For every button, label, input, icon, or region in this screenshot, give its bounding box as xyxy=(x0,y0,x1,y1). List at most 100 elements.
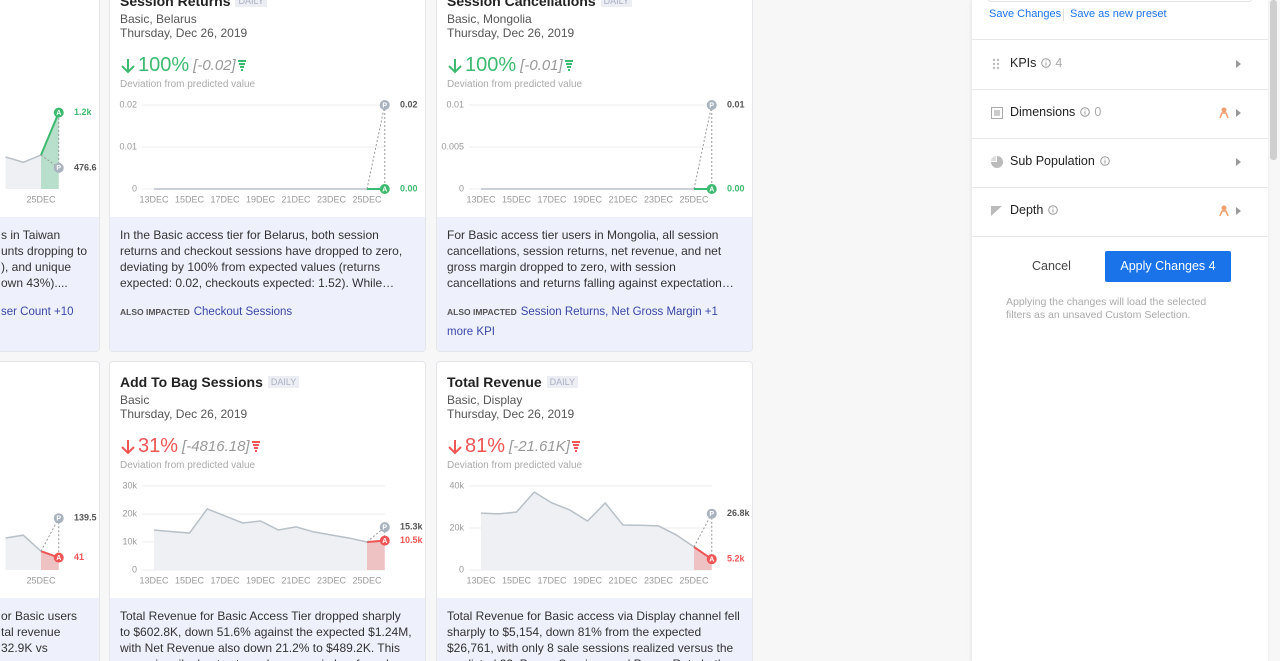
chart: 0 0.01 0.02 13DEC 15DEC 17DEC 19DEC 21DEC 23DEC 2… xyxy=(119,99,418,204)
chevron[interactable] xyxy=(1236,207,1242,215)
chevron[interactable] xyxy=(1236,158,1242,166)
x-tick-label: 23DEC xyxy=(644,575,674,585)
delta: [-0.02] xyxy=(193,57,236,74)
summary-line: 32.9K vs xyxy=(1,641,48,655)
summary-background xyxy=(437,598,752,661)
x-tick-label: 23DEC xyxy=(317,575,347,585)
x-tick-label: 15DEC xyxy=(502,575,532,585)
down-arrow xyxy=(448,58,462,73)
icon xyxy=(564,59,573,71)
summary-line: $26,761, with only 8 sale sessions reali… xyxy=(447,641,734,655)
predicted-marker: P xyxy=(382,525,387,532)
save-preset-link[interactable]: Save as new preset xyxy=(1070,8,1167,20)
actual-label: 10.5k xyxy=(400,535,424,545)
date: Thursday, Dec 26, 2019 xyxy=(120,407,248,421)
summary-line: For Basic access tier users in Mongolia,… xyxy=(447,228,719,242)
chevron[interactable] xyxy=(1236,109,1242,117)
row-title: Dimensions xyxy=(1010,105,1076,119)
row-label: Depth xyxy=(1010,203,1059,217)
filter-row[interactable]: KPIs 4 xyxy=(972,40,1268,90)
y-tick-label: 0 xyxy=(459,183,464,193)
history-line xyxy=(5,534,42,552)
summary-line: s in Taiwan xyxy=(1,228,61,242)
down-arrow xyxy=(121,439,135,454)
area xyxy=(5,535,59,570)
summary-line: predicted 23. Promo Sessions and Promo R… xyxy=(447,656,725,661)
predicted-point xyxy=(706,508,717,519)
segment: Basic, Belarus xyxy=(120,12,197,26)
arrow xyxy=(448,439,462,454)
y-tick-label: 20k xyxy=(122,508,137,518)
card-header: Add To Bag Sessions DAILY xyxy=(120,374,300,390)
predicted-point xyxy=(379,100,390,110)
row-count: 4 xyxy=(1055,56,1063,70)
info-icon[interactable] xyxy=(1048,205,1059,215)
actual-point xyxy=(53,552,64,563)
actual-marker: A xyxy=(709,557,714,564)
area xyxy=(154,508,385,570)
x-tick-label: 17DEC xyxy=(210,194,240,204)
trend-icon xyxy=(564,59,573,71)
trend-icon xyxy=(237,59,246,71)
x-tick-label: 19DEC xyxy=(573,575,603,585)
x-tick-label: 25DEC xyxy=(352,194,382,204)
date: Thursday, Dec 26, 2019 xyxy=(447,26,575,40)
y-tick-label: 0 xyxy=(459,564,464,574)
x-tick-label: 15DEC xyxy=(175,575,205,585)
card-title: Session Returns xyxy=(120,0,231,9)
area xyxy=(481,492,712,570)
arrow xyxy=(121,58,135,73)
predicted-label: 0.01 xyxy=(727,99,745,109)
anomaly-area xyxy=(41,551,59,570)
chevron[interactable] xyxy=(1236,60,1242,68)
x-tick-label: 13DEC xyxy=(139,194,169,204)
also-impacted-label: ALSO IMPACTED xyxy=(447,307,517,317)
row-title: Depth xyxy=(1010,203,1044,217)
apply-button[interactable]: Apply Changes 4 xyxy=(1105,251,1231,282)
info-icon[interactable] xyxy=(1080,107,1091,117)
card-header: Total Revenue DAILY xyxy=(447,374,578,390)
change-percent: 100% xyxy=(138,54,190,76)
card-title: Add To Bag Sessions xyxy=(120,374,263,390)
y-tick-label: 0.01 xyxy=(119,141,137,151)
predicted-marker: P xyxy=(709,511,714,518)
history-line xyxy=(153,508,368,543)
save-changes-link[interactable]: Save Changes xyxy=(989,8,1062,20)
filter-row[interactable]: Dimensions 0 xyxy=(972,89,1268,139)
actual-point xyxy=(379,184,390,194)
summary-line: unts dropping to xyxy=(1,244,88,258)
frequency-badge: DAILY xyxy=(267,376,300,388)
segment-icon xyxy=(1219,107,1229,119)
card-title: Session Cancellations xyxy=(447,0,596,9)
impacted-kpis[interactable]: Session Returns, Net Gross Margin +1 mor… xyxy=(447,306,718,338)
row-label: KPIs 4 xyxy=(1010,56,1062,70)
summary-line: tal revenue xyxy=(1,625,61,639)
icon xyxy=(571,440,580,452)
scrollbar[interactable] xyxy=(1270,0,1277,160)
summary-line: expected: 0.02, checkouts expected: 1.52… xyxy=(120,276,395,290)
filter-panel: Save Changes Save as new preset KPIs 4 Dim… xyxy=(972,0,1268,661)
y-tick-label: 0.02 xyxy=(119,99,137,109)
summary-line: with Net Revenue also down 21.2% to $489… xyxy=(120,641,400,655)
predicted-label: 139.5 xyxy=(74,513,97,523)
summary-background xyxy=(0,217,99,351)
x-tick-label: 13DEC xyxy=(466,575,496,585)
filter-row[interactable]: Sub Population xyxy=(972,138,1268,188)
predicted-label: 0.02 xyxy=(400,99,418,109)
actual-marker: A xyxy=(382,186,387,193)
impacted-kpis[interactable]: ser Count +10 xyxy=(1,306,74,318)
x-tick-label: 21DEC xyxy=(608,194,638,204)
y-tick-label: 0 xyxy=(132,564,137,574)
segment: Basic, Mongolia xyxy=(447,12,532,26)
filter-row[interactable]: Depth xyxy=(972,187,1268,237)
summary-line: cancellations, session returns, net reve… xyxy=(447,244,722,258)
summary-line: returns and checkout sessions have dropp… xyxy=(120,244,403,258)
impacted-kpis[interactable]: Checkout Sessions xyxy=(193,306,293,318)
insight-card: Session Returns DAILY Basic, Belarus Thursd… xyxy=(109,0,426,352)
info-icon[interactable] xyxy=(1099,156,1110,166)
cancel-button[interactable]: Cancel xyxy=(1032,259,1071,273)
info-icon[interactable] xyxy=(1041,58,1052,68)
actual-label: 5.2k xyxy=(727,554,746,564)
actual-marker: A xyxy=(709,186,714,193)
down-arrow xyxy=(121,58,135,73)
